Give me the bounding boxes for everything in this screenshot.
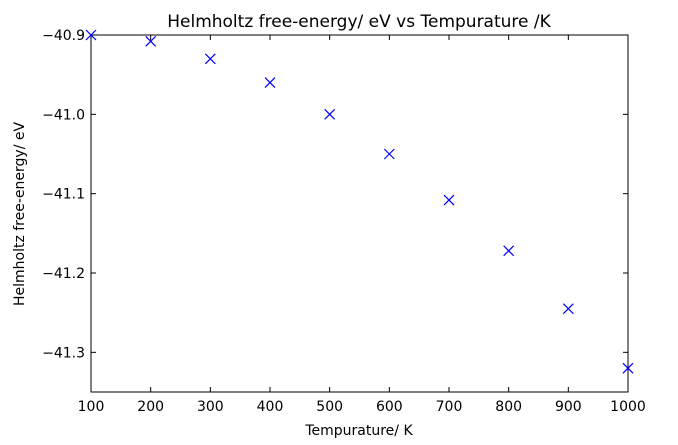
data-point	[443, 194, 455, 206]
y-tick-label: −41.3	[42, 345, 85, 361]
y-tick-label: −41.0	[42, 107, 85, 123]
x-tick-label: 700	[436, 399, 463, 415]
x-tick-label: 1000	[610, 399, 646, 415]
chart-title: Helmholtz free-energy/ eV vs Tempurature…	[167, 12, 551, 32]
data-point	[503, 245, 515, 257]
data-point	[85, 29, 97, 41]
y-axis-label: Helmholtz free-energy/ eV	[12, 122, 28, 307]
plot-area	[90, 34, 629, 393]
y-axis: −41.3 −41.2 −41.1 −41.0 −40.9	[42, 28, 628, 361]
y-tick-label: −40.9	[42, 28, 85, 44]
x-tick-label: 600	[376, 399, 403, 415]
y-tick-label: −41.2	[42, 266, 85, 282]
x-tick-label: 900	[555, 399, 582, 415]
x-tick-label: 500	[316, 399, 343, 415]
data-point	[264, 77, 276, 89]
data-point	[383, 148, 395, 160]
y-tick-label: −41.1	[42, 187, 85, 203]
data-point	[145, 35, 157, 47]
x-tick-label: 400	[257, 399, 284, 415]
data-point	[204, 53, 216, 65]
x-tick-label: 300	[197, 399, 224, 415]
data-series	[85, 29, 634, 374]
data-point	[324, 108, 336, 120]
x-axis: 100 200 300 400 500 600 700 800 900 1000	[78, 35, 646, 415]
x-tick-label: 200	[137, 399, 164, 415]
data-point	[562, 303, 574, 315]
x-axis-label: Tempurature/ K	[304, 423, 413, 439]
data-point	[622, 362, 634, 374]
x-tick-label: 800	[495, 399, 522, 415]
x-tick-label: 100	[78, 399, 105, 415]
